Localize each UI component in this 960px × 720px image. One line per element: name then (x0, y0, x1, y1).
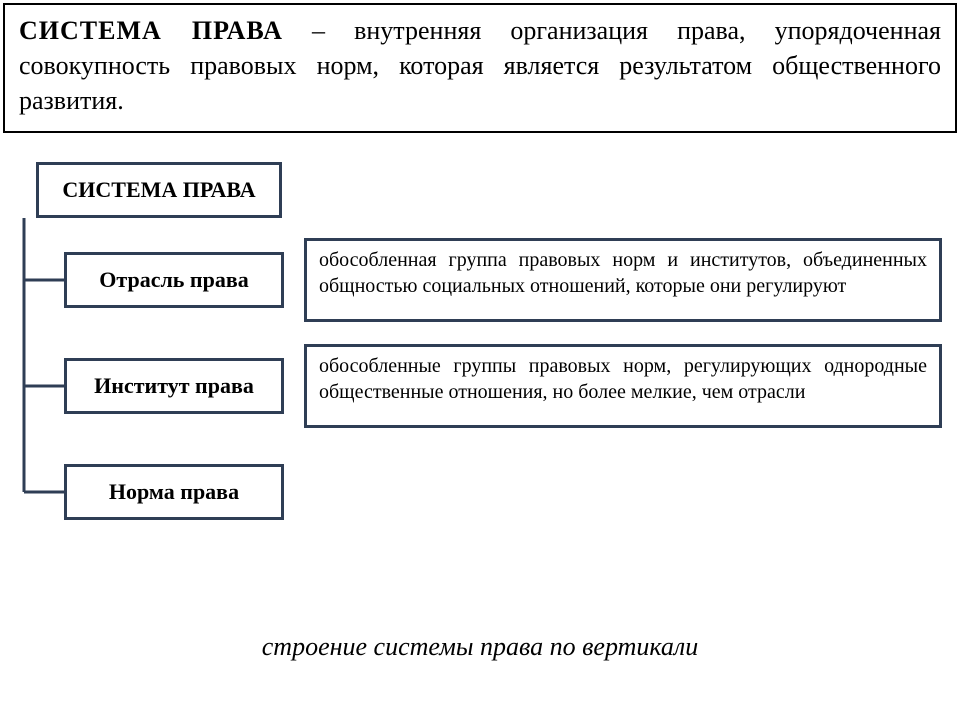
hierarchy-desc-box: обособленные группы правовых норм, регул… (304, 344, 942, 428)
diagram-caption-text: строение системы права по вертикали (262, 632, 698, 661)
definition-title: СИСТЕМА ПРАВА (19, 16, 283, 45)
hierarchy-child-box: Отрасль права (64, 252, 284, 308)
hierarchy-desc-text: обособленные группы правовых норм, регул… (319, 355, 927, 403)
hierarchy-desc-box: обособленная группа правовых норм и инст… (304, 238, 942, 322)
hierarchy-desc-text: обособленная группа правовых норм и инст… (319, 249, 927, 297)
diagram-caption: строение системы права по вертикали (0, 632, 960, 662)
hierarchy-root-box: СИСТЕМА ПРАВА (36, 162, 282, 218)
definition-box: СИСТЕМА ПРАВА – внутренняя организация п… (3, 3, 957, 133)
hierarchy-child-box: Норма права (64, 464, 284, 520)
hierarchy-root-label: СИСТЕМА ПРАВА (62, 177, 255, 203)
hierarchy-child-label: Отрасль права (99, 267, 248, 293)
page-root: СИСТЕМА ПРАВА – внутренняя организация п… (0, 0, 960, 720)
hierarchy-child-label: Норма права (109, 479, 239, 505)
hierarchy-child-box: Институт права (64, 358, 284, 414)
hierarchy-child-label: Институт права (94, 373, 254, 399)
